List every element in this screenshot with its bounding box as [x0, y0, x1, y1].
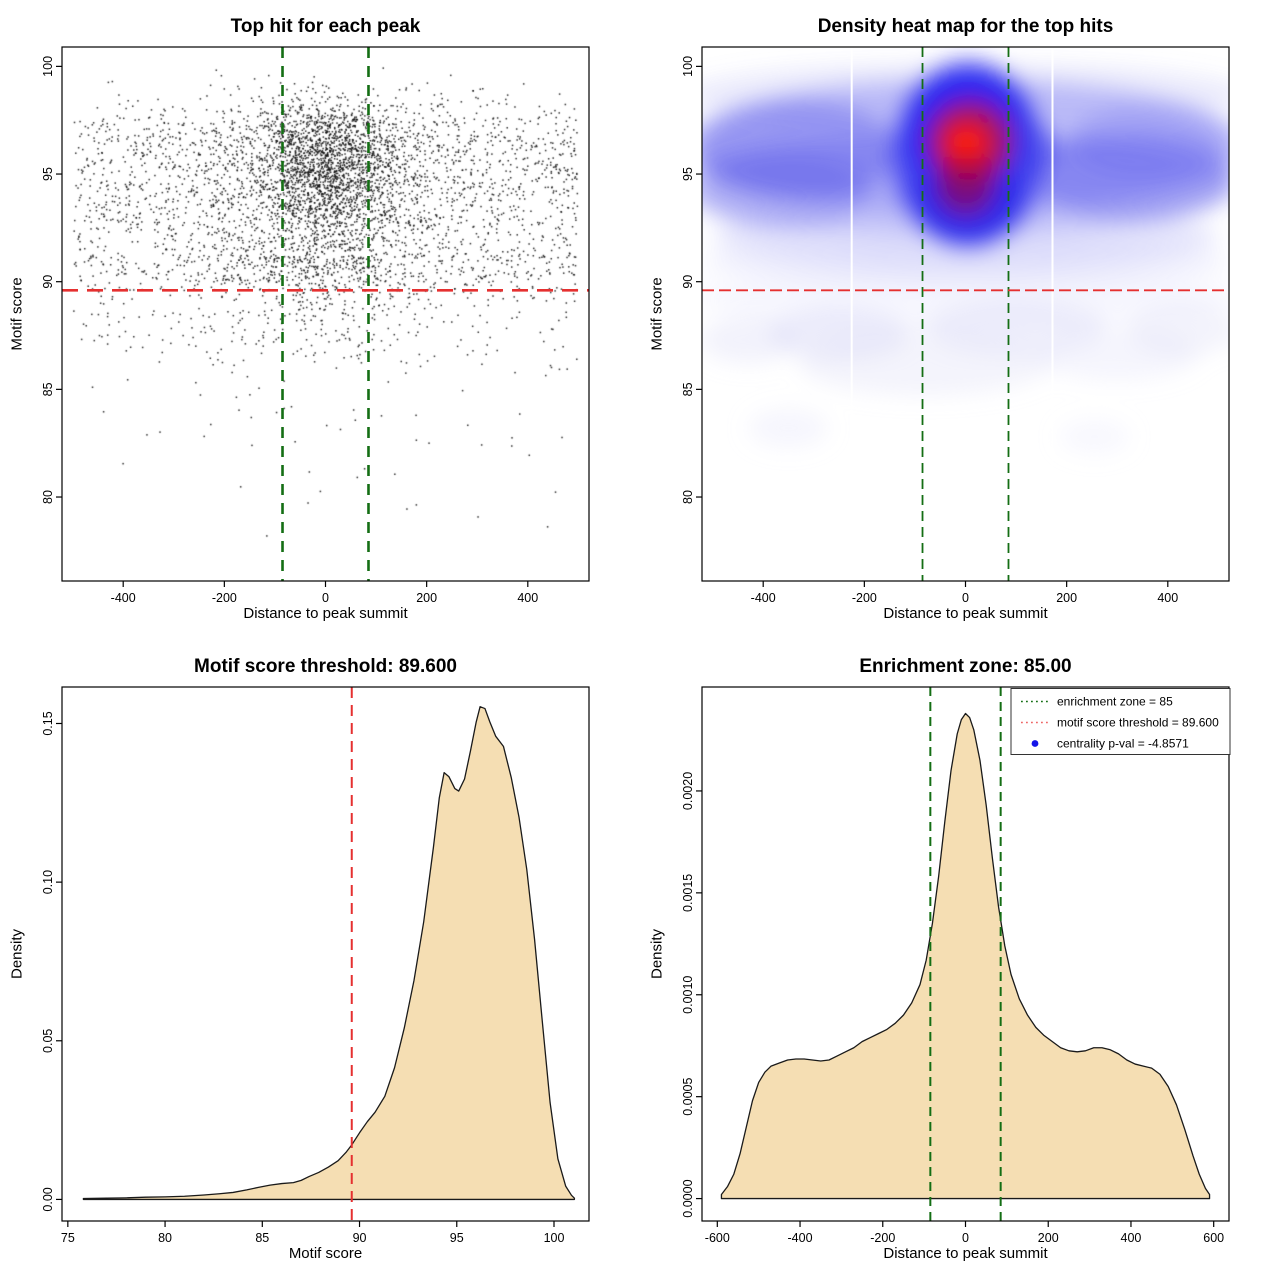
svg-text:-400: -400 [111, 591, 136, 605]
scatter-points-canvas [0, 0, 640, 640]
y-axis-label: Motif score [8, 277, 26, 351]
panel-title: Motif score threshold: 89.600 [194, 656, 457, 677]
svg-text:0: 0 [322, 591, 329, 605]
x-axis-label: Distance to peak summit [883, 605, 1048, 622]
panel-density-heatmap: -400 -200 0 200 400 80 85 90 95 100 Density heat … [640, 0, 1280, 640]
svg-text:enrichment zone = 85: enrichment zone = 85 [1057, 695, 1173, 709]
svg-text:-400: -400 [788, 1231, 813, 1245]
svg-text:-400: -400 [751, 591, 776, 605]
svg-text:200: 200 [1038, 1231, 1059, 1245]
svg-text:80: 80 [158, 1231, 172, 1245]
svg-text:85: 85 [41, 382, 55, 396]
x-axis-label: Motif score [288, 1245, 363, 1262]
svg-text:centrality p-val = -4.8571: centrality p-val = -4.8571 [1057, 737, 1189, 751]
svg-text:100: 100 [681, 56, 695, 77]
panel-title: Enrichment zone: 85.00 [859, 656, 1072, 677]
svg-text:motif score threshold = 89.600: motif score threshold = 89.600 [1057, 716, 1219, 730]
svg-text:95: 95 [41, 167, 55, 181]
y-axis-label: Motif score [648, 277, 666, 351]
x-axis-label: Distance to peak summit [243, 605, 408, 622]
svg-text:80: 80 [681, 490, 695, 504]
svg-text:200: 200 [416, 591, 437, 605]
svg-text:95: 95 [681, 167, 695, 181]
svg-text:100: 100 [41, 56, 55, 77]
svg-text:-600: -600 [705, 1231, 730, 1245]
svg-text:0: 0 [962, 591, 969, 605]
svg-text:80: 80 [41, 490, 55, 504]
svg-text:75: 75 [61, 1231, 75, 1245]
svg-text:0.0020: 0.0020 [681, 772, 695, 810]
svg-text:-200: -200 [212, 591, 237, 605]
heatmap-svg: -400 -200 0 200 400 80 85 90 95 100 [681, 46, 1230, 605]
panel-title: Density heat map for the top hits [817, 16, 1114, 37]
svg-text:400: 400 [517, 591, 538, 605]
panel-distance-density: -600 -400 -200 0 200 400 600 0.0000 0.0005 0.0010… [640, 640, 1280, 1280]
panel-top-hit-scatter: -400 -200 0 200 400 80 85 90 95 100 Top hit for e… [0, 0, 640, 640]
svg-text:200: 200 [1056, 591, 1077, 605]
y-axis-label: Density [8, 928, 26, 980]
panel-motif-score-density: 75 80 85 90 95 100 0.00 0.05 0.10 0.15 Motif scor… [0, 640, 640, 1280]
distance-density-svg: -600 -400 -200 0 200 400 600 0.0000 0.0005 0.0010… [681, 686, 1231, 1245]
scatter-axes-svg: -400 -200 0 200 400 80 85 90 95 100 [41, 46, 590, 605]
svg-text:-200: -200 [852, 591, 877, 605]
svg-text:400: 400 [1121, 1231, 1142, 1245]
score-density-svg: 75 80 85 90 95 100 0.00 0.05 0.10 0.15 [41, 686, 590, 1245]
svg-text:0.15: 0.15 [41, 711, 55, 735]
svg-text:400: 400 [1157, 591, 1178, 605]
x-axis-label: Distance to peak summit [883, 1245, 1048, 1262]
svg-text:-200: -200 [870, 1231, 895, 1245]
svg-text:0.0000: 0.0000 [681, 1179, 695, 1217]
panel-title: Top hit for each peak [230, 16, 421, 37]
svg-text:0.0015: 0.0015 [681, 874, 695, 912]
svg-text:0.0005: 0.0005 [681, 1078, 695, 1116]
svg-text:90: 90 [41, 275, 55, 289]
svg-text:600: 600 [1203, 1231, 1224, 1245]
svg-text:0.0010: 0.0010 [681, 976, 695, 1014]
svg-text:90: 90 [353, 1231, 367, 1245]
svg-text:85: 85 [681, 382, 695, 396]
svg-text:0.00: 0.00 [41, 1187, 55, 1211]
svg-text:0.05: 0.05 [41, 1029, 55, 1053]
svg-text:90: 90 [681, 275, 695, 289]
svg-text:0: 0 [962, 1231, 969, 1245]
svg-text:85: 85 [255, 1231, 269, 1245]
svg-text:100: 100 [544, 1231, 565, 1245]
svg-text:0.10: 0.10 [41, 870, 55, 894]
svg-text:95: 95 [450, 1231, 464, 1245]
y-axis-label: Density [648, 928, 666, 980]
